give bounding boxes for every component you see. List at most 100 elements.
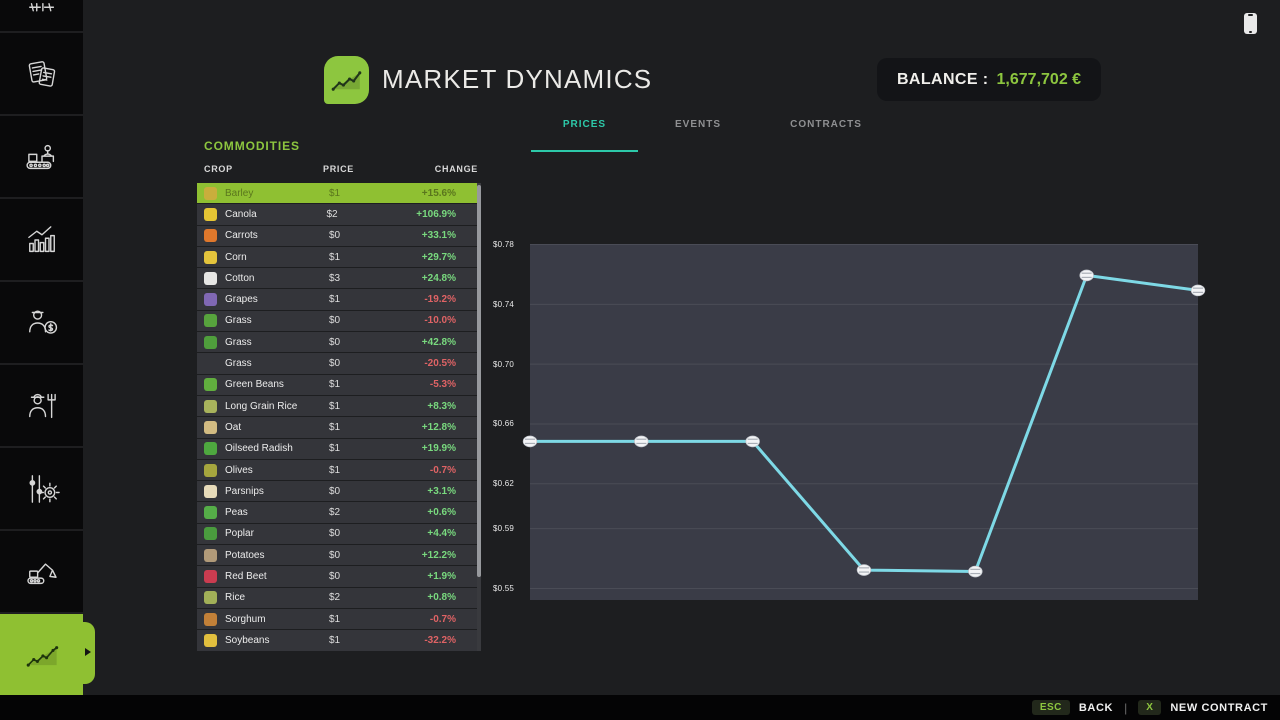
crop-name: Barley <box>225 187 254 199</box>
crop-icon <box>204 207 217 221</box>
data-point-marker <box>1190 284 1206 297</box>
commodity-row[interactable]: Long Grain Rice $1 +8.3% <box>197 395 477 417</box>
commodity-row[interactable]: Grass $0 -20.5% <box>197 353 477 374</box>
sidebar-item-finances[interactable] <box>0 280 83 363</box>
commodity-row[interactable]: Soybeans $1 -32.2% <box>197 630 477 651</box>
commodity-row[interactable]: Cotton $3 +24.8% <box>197 268 477 289</box>
crop-change: +106.9% <box>416 208 456 220</box>
crop-icon <box>204 335 217 349</box>
crop-name: Carrots <box>225 230 258 242</box>
crop-name: Grapes <box>225 294 258 306</box>
crop-price: $2 <box>329 507 341 519</box>
crop-name: Potatoes <box>225 549 265 561</box>
crop-change: +8.3% <box>427 400 456 412</box>
tab-prices[interactable]: PRICES <box>562 119 607 130</box>
price-line-chart <box>522 244 1206 589</box>
back-label: BACK <box>1078 701 1114 714</box>
sidebar-item-market-dynamics[interactable] <box>0 612 83 695</box>
y-axis-label: $0.66 <box>492 419 514 429</box>
crop-icon <box>204 229 217 243</box>
commodity-row[interactable]: Grass $0 -10.0% <box>197 310 477 332</box>
statistics-icon <box>27 225 55 252</box>
commodity-row[interactable]: Sorghum $1 -0.7% <box>197 608 477 630</box>
market-trend-icon <box>26 645 58 667</box>
column-header-price: PRICE <box>323 164 355 174</box>
new-contract-action[interactable]: X NEW CONTRACT <box>1138 700 1268 715</box>
footer-bar: ESC BACK | X NEW CONTRACT <box>0 695 1280 720</box>
crop-name: Green Beans <box>225 379 284 391</box>
crop-icon <box>204 399 217 413</box>
commodity-row[interactable]: Red Beet $0 +1.9% <box>197 566 477 587</box>
y-axis-label: $0.74 <box>492 299 514 309</box>
commodity-row[interactable]: Peas $2 +0.6% <box>197 502 477 523</box>
commodity-row[interactable]: Corn $1 +29.7% <box>197 246 477 268</box>
crop-change: -0.7% <box>429 464 456 476</box>
crop-name: Corn <box>225 251 247 263</box>
sidebar-item-construction[interactable] <box>0 529 83 612</box>
back-action[interactable]: ESC BACK <box>1031 700 1114 715</box>
crop-name: Oilseed Radish <box>225 443 293 455</box>
crop-price: $1 <box>329 464 341 476</box>
balance-display: BALANCE : 1,677,702 € <box>877 58 1101 101</box>
crop-price: $0 <box>329 315 341 327</box>
sidebar-item-settings[interactable] <box>0 446 83 529</box>
crop-change: +33.1% <box>421 230 456 242</box>
commodity-row[interactable]: Oilseed Radish $1 +19.9% <box>197 438 477 459</box>
sidebar-item-workers[interactable] <box>0 363 83 446</box>
x-key-badge: X <box>1138 700 1162 715</box>
data-point-marker <box>634 435 649 448</box>
crop-price: $1 <box>329 421 341 433</box>
new-contract-label: NEW CONTRACT <box>1170 701 1268 714</box>
commodity-row[interactable]: Oat $1 +12.8% <box>197 417 477 438</box>
data-point-marker <box>522 435 538 448</box>
crop-icon <box>204 591 217 605</box>
crop-price: $1 <box>329 400 341 412</box>
crop-price: $2 <box>326 208 338 220</box>
commodity-row[interactable]: Carrots $0 +33.1% <box>197 225 477 246</box>
scrollbar-thumb[interactable] <box>477 185 481 577</box>
finances-icon <box>28 309 57 334</box>
data-point-marker <box>745 435 760 448</box>
crop-name: Peas <box>225 507 248 519</box>
commodity-row[interactable]: Potatoes $0 +12.2% <box>197 545 477 566</box>
sidebar-item-statistics[interactable] <box>0 197 83 280</box>
crop-change: -10.0% <box>424 315 456 327</box>
crop-price: $3 <box>329 272 341 284</box>
commodity-row[interactable]: Olives $1 -0.7% <box>197 459 477 481</box>
crop-icon <box>204 612 217 626</box>
settings-icon <box>28 474 60 503</box>
sidebar-item-documents[interactable] <box>0 31 83 114</box>
crop-name: Red Beet <box>225 570 267 582</box>
crop-change: +0.6% <box>427 507 456 519</box>
commodity-row[interactable]: Grass $0 +42.8% <box>197 332 477 353</box>
crop-price: $2 <box>329 592 341 604</box>
commodity-row[interactable]: Poplar $0 +4.4% <box>197 523 477 545</box>
commodity-row[interactable]: Green Beans $1 -5.3% <box>197 374 477 395</box>
crop-price: $1 <box>329 634 341 646</box>
crop-price: $0 <box>329 570 341 582</box>
crop-name: Soybeans <box>225 634 270 646</box>
crop-change: -32.2% <box>424 634 456 646</box>
commodity-row[interactable]: Grapes $1 -19.2% <box>197 289 477 310</box>
crop-price: $0 <box>329 485 341 497</box>
tab-events[interactable]: EVENTS <box>674 119 721 130</box>
crop-change: +12.8% <box>421 421 456 433</box>
production-icon <box>25 144 54 169</box>
commodity-row[interactable]: Barley $1 +15.6% <box>197 183 477 204</box>
cut-off-icon <box>28 3 54 12</box>
crop-icon <box>204 186 217 200</box>
crop-name: Cotton <box>225 272 255 284</box>
crop-icon <box>204 569 217 583</box>
sidebar-item-production[interactable] <box>0 114 83 197</box>
sidebar-item-cutoff[interactable] <box>0 0 83 31</box>
tab-contracts[interactable]: CONTRACTS <box>790 119 862 130</box>
sidebar <box>0 0 83 695</box>
data-point-marker <box>1079 269 1094 282</box>
crop-name: Rice <box>225 592 246 604</box>
market-dynamics-logo <box>324 56 369 104</box>
crop-price: $1 <box>329 294 341 306</box>
commodity-row[interactable]: Parsnips $0 +3.1% <box>197 481 477 502</box>
commodity-row[interactable]: Canola $2 +106.9% <box>197 204 477 225</box>
commodity-row[interactable]: Rice $2 +0.8% <box>197 587 477 608</box>
crop-icon <box>204 293 217 307</box>
